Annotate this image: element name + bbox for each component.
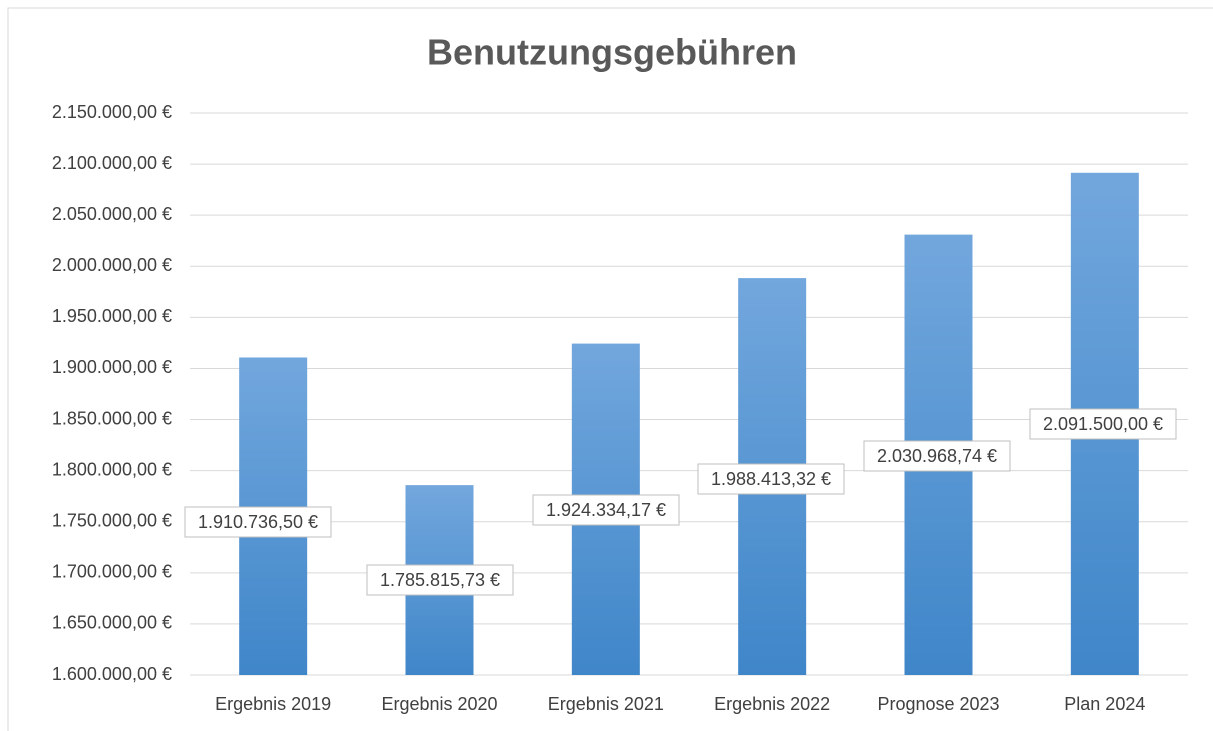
x-tick-label: Ergebnis 2021 <box>548 694 664 714</box>
y-tick-label: 1.950.000,00 € <box>52 306 172 326</box>
x-tick-label: Ergebnis 2019 <box>215 694 331 714</box>
y-tick-label: 1.800.000,00 € <box>52 459 172 479</box>
x-tick-label: Prognose 2023 <box>877 694 999 714</box>
y-tick-label: 1.850.000,00 € <box>52 408 172 428</box>
data-label: 1.924.334,17 € <box>546 500 666 520</box>
y-tick-label: 1.650.000,00 € <box>52 613 172 633</box>
y-tick-label: 1.600.000,00 € <box>52 664 172 684</box>
x-tick-label: Ergebnis 2020 <box>381 694 497 714</box>
chart-title: Benutzungsgebühren <box>427 32 797 73</box>
data-label-box <box>184 506 332 538</box>
y-tick-label: 1.700.000,00 € <box>52 562 172 582</box>
data-label: 1.785.815,73 € <box>380 570 500 590</box>
data-label-box <box>697 463 845 495</box>
y-tick-label: 2.150.000,00 € <box>52 102 172 122</box>
y-tick-label: 2.050.000,00 € <box>52 204 172 224</box>
y-tick-label: 2.100.000,00 € <box>52 153 172 173</box>
data-label-box <box>1029 408 1177 440</box>
x-tick-label: Ergebnis 2022 <box>714 694 830 714</box>
data-label: 2.091.500,00 € <box>1043 414 1163 434</box>
data-label: 1.910.736,50 € <box>198 512 318 532</box>
data-label-box <box>366 564 514 596</box>
y-tick-label: 1.900.000,00 € <box>52 357 172 377</box>
x-tick-label: Plan 2024 <box>1064 694 1145 714</box>
y-tick-label: 1.750.000,00 € <box>52 510 172 530</box>
data-label-box <box>532 494 680 526</box>
data-label: 2.030.968,74 € <box>877 446 997 466</box>
data-label: 1.988.413,32 € <box>711 469 831 489</box>
data-label-box <box>863 440 1011 472</box>
y-tick-label: 2.000.000,00 € <box>52 255 172 275</box>
